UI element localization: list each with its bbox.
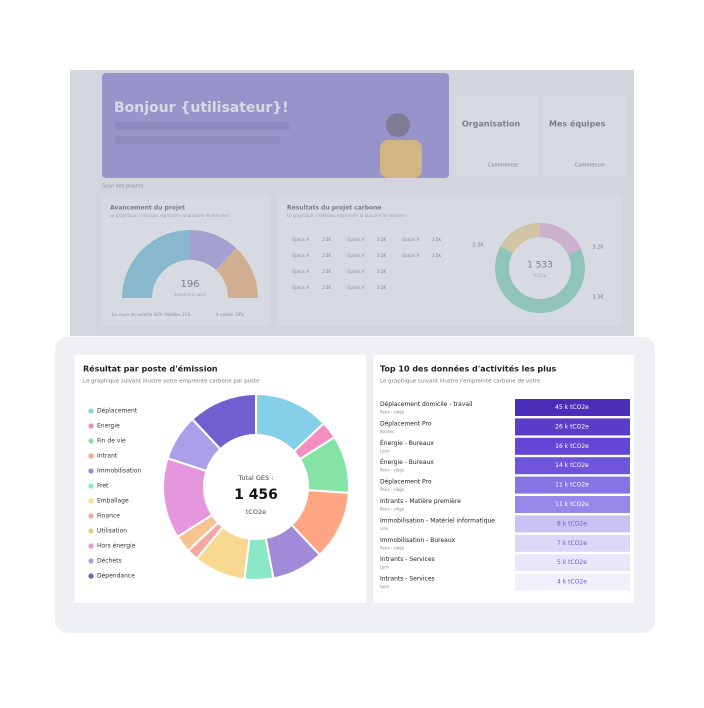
legend-label: Immobilisation [97, 468, 141, 475]
row-location: Paris - siège [380, 507, 405, 512]
row-name: Déplacement Pro [380, 479, 432, 486]
row-value: 5 k tCO2e [557, 559, 587, 566]
legend-swatch [88, 543, 94, 549]
panel-subtitle: Le graphique suivant illustre l'empreint… [380, 379, 541, 385]
row-value: 11 k tCO2e [555, 501, 589, 508]
legend-swatch [88, 423, 94, 429]
row-value: 26 k tCO2e [555, 423, 589, 430]
row-name: Énergie - Bureaux [380, 458, 434, 466]
row-name: Immobilisation - Matériel informatique [380, 517, 495, 524]
center-total: 1 456 [234, 487, 278, 503]
panel-title: Top 10 des données d'activités les plus [380, 364, 557, 374]
overlay [70, 70, 634, 336]
row-name: Déplacement domicile - travail [380, 401, 473, 408]
row-value: 11 k tCO2e [555, 482, 589, 489]
legend-label: Déplacement [97, 408, 138, 415]
row-name: Intrants - Matière première [380, 498, 461, 505]
value-box [515, 399, 630, 416]
value-box [515, 437, 630, 455]
row-value: 45 k tCO2e [555, 404, 589, 411]
row-value: 16 k tCO2e [555, 443, 589, 450]
value-box [515, 418, 630, 436]
legend-label: Fin de vie [97, 438, 126, 445]
legend-swatch [88, 513, 94, 519]
legend-label: Energie [97, 423, 120, 430]
legend-swatch [88, 573, 94, 579]
legend-label: Dépendance [97, 573, 135, 580]
row-value: 14 k tCO2e [555, 462, 589, 469]
value-box [515, 534, 630, 552]
row-name: Déplacement Pro [380, 420, 432, 427]
panel-subtitle: Le graphique suivant illustre votre empr… [83, 379, 260, 385]
value-box [515, 554, 630, 572]
legend-label: Fret [97, 483, 109, 490]
center-label: Total GES : [238, 474, 274, 482]
legend-swatch [88, 438, 94, 444]
row-name: Intrants - Services [380, 556, 435, 563]
legend-swatch [88, 498, 94, 504]
legend-swatch [88, 483, 94, 489]
legend-label: Finance [97, 513, 120, 520]
row-location: Lille [380, 526, 389, 531]
center-unit: tCO2e [246, 508, 266, 516]
row-name: Immobilisation - Bureaux [380, 537, 456, 544]
legend-swatch [88, 408, 94, 414]
row-location: Paris - siège [380, 410, 405, 415]
row-location: Lyon [380, 448, 390, 453]
legend-label: Hors énergie [97, 543, 136, 550]
row-location: Lyon [380, 565, 390, 570]
value-box [515, 476, 630, 494]
legend-swatch [88, 528, 94, 534]
row-name: Énergie - Bureaux [380, 439, 434, 447]
value-box [515, 515, 630, 533]
row-name: Intrants - Services [380, 576, 435, 583]
value-box [515, 457, 630, 475]
panel-title: Résultat par poste d'émission [83, 364, 218, 374]
row-location: Lyon [380, 584, 390, 589]
row-location: Nantes [380, 429, 394, 434]
legend-label: Déchets [97, 558, 122, 565]
value-box [515, 496, 630, 513]
legend-label: Intrant [97, 453, 118, 460]
legend-swatch [88, 558, 94, 564]
legend-swatch [88, 468, 94, 474]
row-location: Paris - siège [380, 487, 405, 492]
row-location: Paris - siège [380, 468, 405, 473]
donut-segment [190, 392, 257, 451]
row-value: 4 k tCO2e [557, 579, 587, 586]
row-value: 7 k tCO2e [557, 540, 587, 547]
value-box [515, 573, 630, 591]
row-location: Paris - siège [380, 545, 405, 550]
legend-swatch [88, 453, 94, 459]
legend-label: Utilisation [97, 528, 127, 535]
row-value: 8 k tCO2e [557, 520, 587, 527]
legend-label: Emballage [97, 498, 129, 505]
